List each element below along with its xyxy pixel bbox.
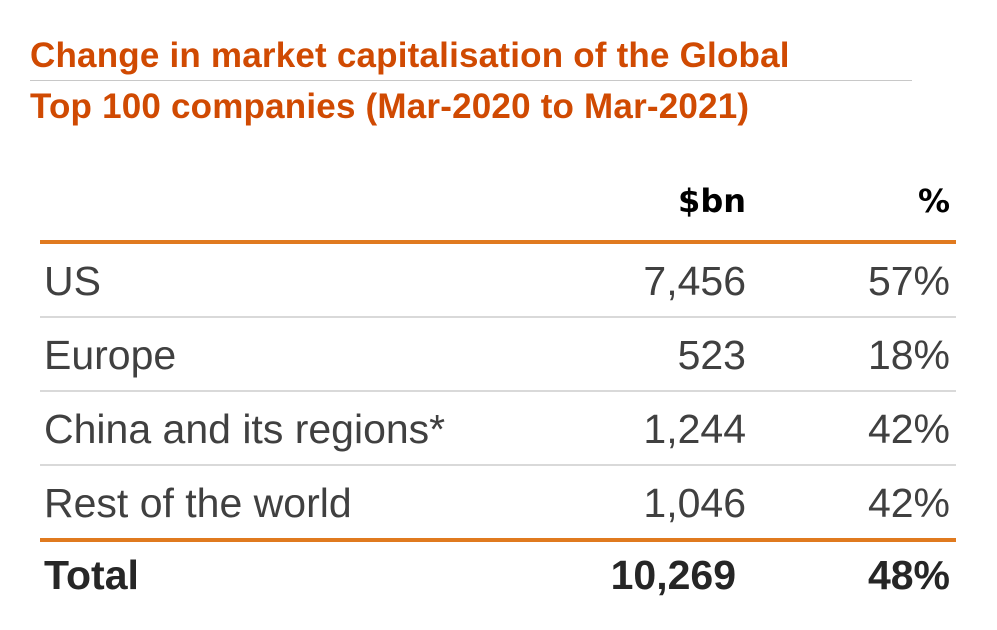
market-cap-table: $bn % US 7,456 57% Europe 523 18% China … <box>40 170 956 614</box>
row-bn-value: 7,456 <box>643 258 746 304</box>
row-pct-value: 18% <box>867 332 950 378</box>
row-pct-value: 42% <box>867 406 950 452</box>
row-label: Europe <box>44 332 177 378</box>
row-pct-value: 42% <box>867 480 950 526</box>
row-label: China and its regions* <box>44 406 446 452</box>
row-divider <box>40 464 956 466</box>
row-bn-value: 1,244 <box>643 406 746 452</box>
table-row-us: US 7,456 57% <box>40 244 956 316</box>
row-pct-value: 57% <box>867 258 950 304</box>
header-divider <box>40 240 956 244</box>
row-divider <box>40 316 956 318</box>
total-pct-value: 48% <box>867 552 950 598</box>
total-bn-value: 10,269 <box>610 552 736 598</box>
header-bn: $bn <box>678 182 746 220</box>
row-label: US <box>44 258 101 304</box>
table-row-china: China and its regions* 1,244 42% <box>40 392 956 464</box>
total-divider <box>40 538 956 542</box>
row-bn-value: 1,046 <box>643 480 746 526</box>
row-label: Rest of the world <box>44 480 352 526</box>
row-bn-value: 523 <box>677 332 746 378</box>
page-title: Change in market capitalisation of the G… <box>30 30 920 133</box>
table-header-row: $bn % <box>40 170 956 240</box>
title-line-1: Change in market capitalisation of the G… <box>30 30 912 81</box>
title-line-2: Top 100 companies (Mar-2020 to Mar-2021) <box>30 87 750 126</box>
header-pct: % <box>917 182 950 220</box>
table-row-total: Total 10,269 48% <box>40 542 956 614</box>
total-label: Total <box>44 552 139 598</box>
table-row-rest-of-world: Rest of the world 1,046 42% <box>40 466 956 538</box>
row-divider <box>40 390 956 392</box>
table-row-europe: Europe 523 18% <box>40 318 956 390</box>
